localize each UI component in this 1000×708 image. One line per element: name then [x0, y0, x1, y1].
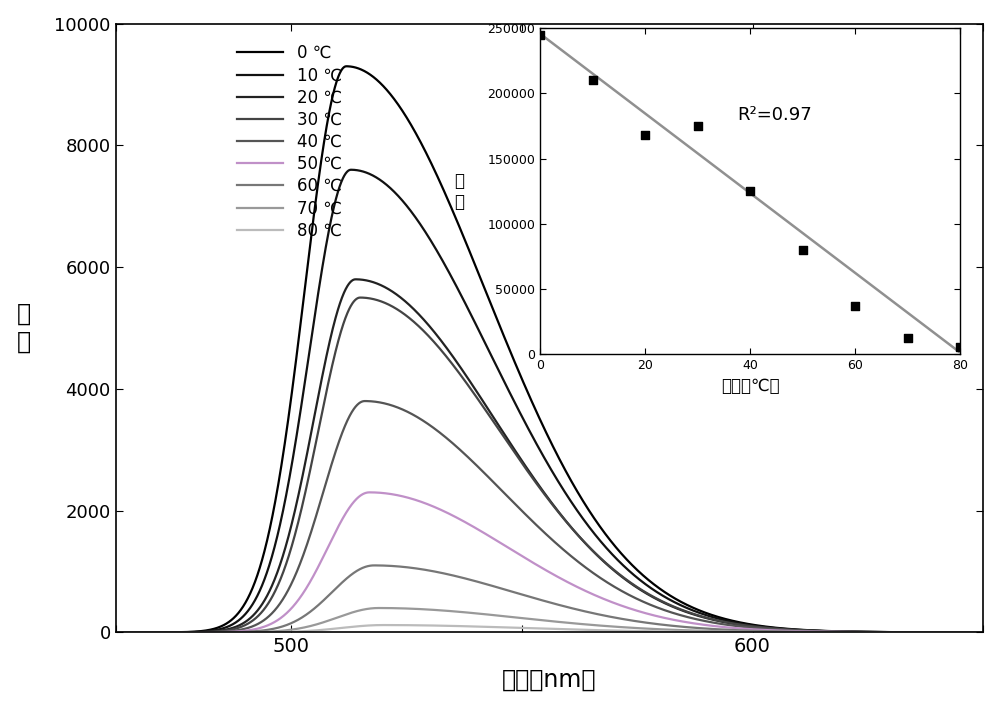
- 50 ℃: [363, 488, 375, 496]
- 20 ℃: [987, 628, 999, 636]
- 60 ℃: [490, 583, 502, 591]
- 10 ℃: [534, 446, 546, 455]
- Line: 70 ℃: 70 ℃: [106, 608, 1000, 632]
- Line: 50 ℃: 50 ℃: [106, 492, 1000, 632]
- 20 ℃: [276, 553, 288, 561]
- 40 ℃: [359, 396, 371, 405]
- 30 ℃: [276, 570, 288, 578]
- 10 ℃: [216, 624, 228, 633]
- 60 ℃: [987, 628, 999, 636]
- 80 ℃: [377, 621, 389, 629]
- 20 ℃: [534, 483, 546, 491]
- 0 ℃: [216, 622, 228, 630]
- 70 ℃: [276, 627, 288, 635]
- Point: [952, 342, 968, 353]
- Point: [742, 185, 758, 197]
- 0 ℃: [276, 455, 288, 464]
- 10 ℃: [276, 510, 288, 518]
- 0 ℃: [534, 416, 546, 424]
- 40 ℃: [216, 627, 228, 636]
- 30 ℃: [490, 421, 502, 430]
- 50 ℃: [490, 536, 502, 544]
- X-axis label: 波长（nm）: 波长（nm）: [502, 668, 597, 691]
- Line: 80 ℃: 80 ℃: [106, 625, 1000, 632]
- Y-axis label: 强
度: 强 度: [454, 172, 464, 210]
- 10 ℃: [345, 166, 357, 174]
- 70 ℃: [987, 628, 999, 636]
- Text: R²=0.97: R²=0.97: [737, 105, 812, 123]
- Point: [794, 244, 810, 256]
- 20 ℃: [100, 628, 112, 636]
- 60 ℃: [534, 595, 546, 604]
- 20 ℃: [490, 417, 502, 426]
- 0 ℃: [987, 628, 999, 636]
- 80 ℃: [100, 628, 112, 636]
- 40 ℃: [276, 595, 288, 604]
- Point: [584, 75, 600, 86]
- 30 ℃: [354, 293, 366, 302]
- Line: 40 ℃: 40 ℃: [106, 401, 1000, 632]
- 30 ℃: [987, 628, 999, 636]
- Line: 10 ℃: 10 ℃: [106, 170, 1000, 632]
- 60 ℃: [368, 561, 380, 570]
- Y-axis label: 强
度: 强 度: [17, 302, 31, 354]
- Point: [532, 29, 548, 40]
- Point: [690, 120, 706, 132]
- 0 ℃: [340, 62, 352, 71]
- 70 ℃: [216, 628, 228, 636]
- Point: [900, 333, 916, 344]
- 20 ℃: [350, 275, 362, 284]
- 20 ℃: [216, 626, 228, 634]
- 80 ℃: [534, 624, 546, 633]
- 0 ℃: [100, 628, 112, 636]
- 10 ℃: [987, 628, 999, 636]
- 80 ℃: [216, 628, 228, 636]
- 40 ℃: [987, 628, 999, 636]
- 40 ℃: [490, 481, 502, 489]
- 80 ℃: [490, 623, 502, 632]
- 70 ℃: [373, 604, 385, 612]
- 70 ℃: [100, 628, 112, 636]
- X-axis label: 温度（℃）: 温度（℃）: [721, 377, 779, 395]
- 40 ℃: [534, 525, 546, 533]
- 50 ℃: [987, 628, 999, 636]
- 30 ℃: [534, 484, 546, 493]
- Legend: 0 ℃, 10 ℃, 20 ℃, 30 ℃, 40 ℃, 50 ℃, 60 ℃, 70 ℃, 80 ℃: 0 ℃, 10 ℃, 20 ℃, 30 ℃, 40 ℃, 50 ℃, 60 ℃,…: [237, 44, 342, 239]
- 60 ℃: [216, 628, 228, 636]
- 80 ℃: [987, 628, 999, 636]
- Point: [637, 130, 653, 141]
- Line: 60 ℃: 60 ℃: [106, 566, 1000, 632]
- Line: 0 ℃: 0 ℃: [106, 67, 1000, 632]
- Point: [847, 300, 863, 312]
- 70 ℃: [490, 611, 502, 620]
- Line: 20 ℃: 20 ℃: [106, 280, 1000, 632]
- 50 ℃: [534, 563, 546, 571]
- Line: 30 ℃: 30 ℃: [106, 297, 1000, 632]
- 60 ℃: [276, 622, 288, 631]
- 0 ℃: [490, 312, 502, 321]
- 50 ℃: [276, 612, 288, 621]
- 10 ℃: [490, 361, 502, 370]
- 30 ℃: [216, 627, 228, 635]
- 60 ℃: [100, 628, 112, 636]
- 40 ℃: [100, 628, 112, 636]
- 70 ℃: [534, 616, 546, 624]
- 80 ℃: [276, 628, 288, 636]
- 30 ℃: [100, 628, 112, 636]
- 50 ℃: [216, 628, 228, 636]
- 10 ℃: [100, 628, 112, 636]
- 50 ℃: [100, 628, 112, 636]
